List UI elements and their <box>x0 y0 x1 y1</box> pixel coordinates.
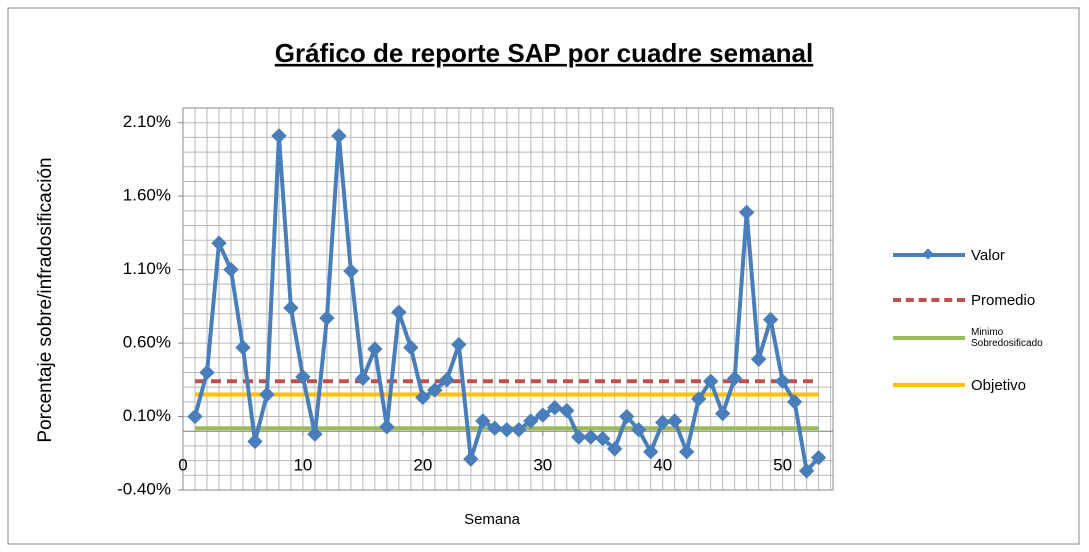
legend-swatch <box>893 248 965 260</box>
data-point <box>523 413 539 429</box>
data-point <box>427 382 443 398</box>
y-tick-label: 0.10% <box>123 406 171 425</box>
data-point <box>199 364 215 381</box>
data-point <box>247 433 263 450</box>
data-point <box>451 336 467 353</box>
data-point <box>415 389 431 406</box>
data-point <box>355 370 371 387</box>
data-point <box>631 422 647 438</box>
data-point <box>643 444 659 460</box>
legend-marker <box>922 248 934 260</box>
legend-entry: Valor <box>893 245 1005 265</box>
data-point <box>798 463 815 479</box>
data-point <box>786 394 803 410</box>
data-point <box>714 405 731 422</box>
x-tick-label: 0 <box>178 456 187 475</box>
x-tick-label: 10 <box>293 456 312 475</box>
data-point <box>391 304 407 320</box>
data-point <box>367 341 383 357</box>
data-point <box>571 429 587 445</box>
y-tick-label: 0.60% <box>123 333 171 352</box>
data-point <box>319 310 335 326</box>
data-point <box>619 408 635 425</box>
data-point <box>223 261 239 278</box>
legend-entry: Promedio <box>893 290 1035 310</box>
data-point <box>463 451 479 467</box>
data-point <box>343 263 359 279</box>
data-point <box>211 235 227 251</box>
data-point <box>750 351 767 367</box>
data-point <box>738 204 755 221</box>
data-point <box>283 300 299 316</box>
y-tick-label: 1.10% <box>123 259 171 278</box>
y-tick-label: 1.60% <box>123 186 171 205</box>
data-point <box>702 373 719 389</box>
y-axis-label: Porcentaje sobre/infradosificación <box>35 157 56 442</box>
data-point <box>499 422 515 438</box>
data-point <box>595 430 611 447</box>
data-point <box>607 441 623 457</box>
legend-label: Promedio <box>971 291 1036 309</box>
data-point <box>307 426 323 442</box>
data-point <box>547 400 563 416</box>
legend-label: Valor <box>971 246 1005 264</box>
data-point <box>259 386 275 403</box>
legend-swatch <box>893 336 965 340</box>
x-tick-label: 30 <box>533 456 552 475</box>
legend-label: Minimo Sobredosificado <box>971 327 1043 349</box>
data-point <box>810 449 827 466</box>
x-axis-label: Semana <box>464 511 521 528</box>
data-point <box>403 339 419 356</box>
data-point <box>487 420 503 436</box>
data-point <box>187 408 203 425</box>
data-point <box>762 311 779 328</box>
data-point <box>654 414 671 431</box>
plot-border <box>182 107 834 491</box>
data-point <box>690 391 707 407</box>
legend-entry: Minimo Sobredosificado <box>893 327 1051 349</box>
x-tick-label: 40 <box>653 456 672 475</box>
data-point <box>666 413 683 429</box>
data-point <box>439 372 455 388</box>
data-point <box>475 413 491 429</box>
data-point <box>295 369 311 385</box>
data-point <box>678 444 695 460</box>
legend-label: Objetivo <box>971 376 1027 394</box>
legend-swatch <box>893 298 965 302</box>
data-point <box>511 422 527 438</box>
x-tick-label: 50 <box>773 456 792 475</box>
data-point <box>535 407 551 423</box>
data-point <box>379 419 395 435</box>
data-point <box>583 429 599 445</box>
legend-swatch <box>893 383 965 387</box>
y-tick-label: 2.10% <box>123 112 171 131</box>
data-point <box>726 370 743 387</box>
x-tick-label: 20 <box>413 456 432 475</box>
data-point <box>559 402 575 419</box>
y-tick-label: -0.40% <box>117 479 171 498</box>
data-point <box>331 128 347 144</box>
chart-title: Gráfico de reporte SAP por cuadre semana… <box>275 38 813 68</box>
data-point <box>774 373 791 389</box>
data-point <box>271 128 287 144</box>
legend-entry: Objetivo <box>893 375 1026 395</box>
data-point <box>235 339 251 356</box>
